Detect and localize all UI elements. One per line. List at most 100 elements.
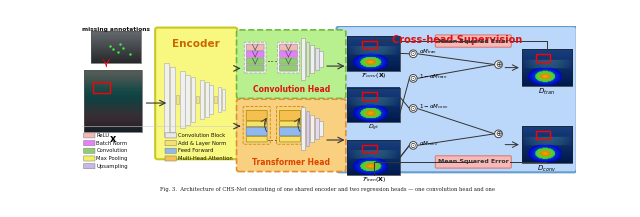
- Text: $\odot$: $\odot$: [410, 74, 417, 83]
- Bar: [84, 89, 142, 90]
- Bar: [84, 105, 142, 106]
- FancyBboxPatch shape: [84, 133, 95, 138]
- Bar: [91, 49, 141, 50]
- Bar: [84, 130, 142, 131]
- Bar: [84, 121, 142, 122]
- Bar: [84, 78, 142, 79]
- Bar: [84, 116, 142, 117]
- Bar: [91, 46, 141, 47]
- FancyBboxPatch shape: [165, 141, 177, 146]
- Bar: [186, 75, 190, 125]
- Bar: [84, 88, 142, 89]
- Bar: [91, 60, 141, 61]
- FancyBboxPatch shape: [165, 133, 177, 138]
- Bar: [84, 109, 142, 110]
- Bar: [522, 49, 572, 86]
- Bar: [84, 117, 142, 118]
- Circle shape: [410, 105, 417, 112]
- Bar: [84, 94, 142, 95]
- Text: Convolution Head: Convolution Head: [253, 85, 330, 94]
- Bar: [84, 96, 142, 97]
- Bar: [84, 115, 142, 116]
- FancyBboxPatch shape: [278, 42, 300, 73]
- Bar: [91, 41, 141, 42]
- FancyBboxPatch shape: [246, 110, 267, 120]
- Circle shape: [495, 130, 502, 138]
- Text: $\odot$: $\odot$: [410, 141, 417, 150]
- FancyBboxPatch shape: [246, 51, 264, 57]
- Text: Multi-Head Attention: Multi-Head Attention: [178, 156, 232, 161]
- Bar: [84, 129, 142, 130]
- Bar: [91, 32, 141, 33]
- Bar: [91, 58, 141, 59]
- Bar: [305, 42, 309, 76]
- Circle shape: [495, 61, 502, 68]
- Bar: [84, 81, 142, 82]
- Bar: [91, 37, 141, 38]
- Bar: [91, 50, 141, 51]
- Text: ReLU: ReLU: [96, 133, 109, 138]
- Bar: [362, 145, 377, 152]
- Text: $\odot$: $\odot$: [410, 49, 417, 58]
- FancyBboxPatch shape: [84, 164, 95, 169]
- FancyBboxPatch shape: [246, 58, 264, 64]
- Bar: [91, 42, 141, 43]
- Bar: [84, 99, 142, 100]
- Bar: [84, 114, 142, 115]
- Circle shape: [410, 141, 417, 149]
- Bar: [84, 111, 142, 112]
- Bar: [84, 77, 142, 78]
- Bar: [91, 51, 141, 52]
- Bar: [84, 128, 142, 129]
- Bar: [84, 103, 142, 104]
- Text: Convolution Block: Convolution Block: [178, 133, 225, 138]
- Bar: [164, 63, 169, 136]
- Bar: [84, 110, 142, 111]
- Text: Mean Squared Error: Mean Squared Error: [438, 39, 509, 44]
- Bar: [170, 67, 175, 132]
- FancyBboxPatch shape: [246, 121, 267, 127]
- FancyBboxPatch shape: [84, 148, 95, 153]
- Text: Transformer Head: Transformer Head: [252, 158, 330, 167]
- Text: $\mathcal{F}_{tran}(\mathbf{X})$: $\mathcal{F}_{tran}(\mathbf{X})$: [362, 175, 386, 184]
- Bar: [84, 90, 142, 91]
- Bar: [91, 52, 141, 53]
- Bar: [84, 92, 142, 93]
- Bar: [180, 71, 184, 128]
- Bar: [91, 55, 141, 56]
- Bar: [84, 82, 142, 83]
- Bar: [319, 121, 323, 136]
- Bar: [84, 72, 142, 73]
- Text: $\alpha M_{conv}$: $\alpha M_{conv}$: [419, 139, 439, 148]
- Bar: [91, 33, 141, 34]
- Bar: [84, 126, 142, 127]
- Text: $\alpha M_{tran}$: $\alpha M_{tran}$: [419, 47, 438, 56]
- Bar: [84, 112, 142, 113]
- FancyBboxPatch shape: [237, 99, 346, 172]
- Bar: [91, 43, 141, 44]
- Bar: [84, 98, 142, 99]
- Bar: [84, 127, 142, 128]
- Bar: [84, 83, 142, 84]
- Bar: [84, 93, 142, 94]
- Bar: [84, 85, 142, 86]
- Bar: [91, 31, 141, 63]
- FancyBboxPatch shape: [280, 51, 298, 57]
- Bar: [84, 102, 142, 103]
- Bar: [84, 76, 142, 77]
- Text: $1-\alpha M_{tran}$: $1-\alpha M_{tran}$: [419, 72, 448, 81]
- Bar: [84, 119, 142, 120]
- Bar: [84, 80, 142, 81]
- Bar: [84, 131, 142, 132]
- Bar: [84, 120, 142, 121]
- Bar: [91, 48, 141, 49]
- Bar: [315, 118, 319, 139]
- FancyBboxPatch shape: [165, 156, 177, 161]
- Bar: [84, 118, 142, 119]
- Text: ...: ...: [266, 52, 278, 65]
- Circle shape: [410, 50, 417, 58]
- Text: Encoder: Encoder: [172, 39, 220, 49]
- Text: Fig. 3.  Architecture of CHS-Net consisting of one shared encoder and two regres: Fig. 3. Architecture of CHS-Net consisti…: [161, 187, 495, 192]
- Bar: [84, 123, 142, 124]
- Text: missing annotations: missing annotations: [82, 27, 150, 32]
